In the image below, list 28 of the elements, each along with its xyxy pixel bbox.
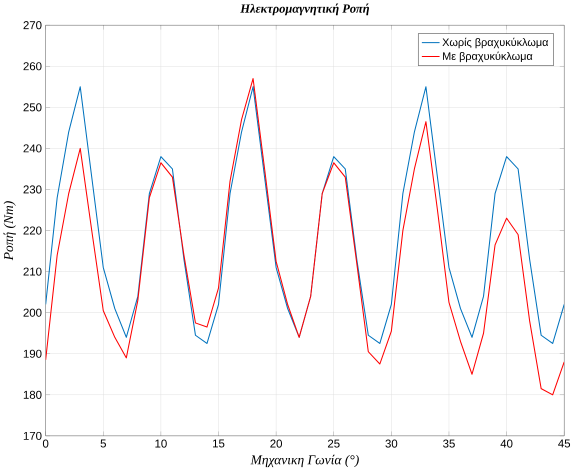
x-tick-label: 5	[100, 440, 106, 448]
y-tick-label: 250	[24, 104, 42, 112]
x-tick-label: 40	[500, 440, 512, 448]
y-tick-label: 270	[24, 21, 42, 30]
y-tick-label: 240	[24, 144, 42, 153]
chart-title: Ηλεκτρομαγνητική Ροπή	[240, 4, 369, 16]
x-tick-label: 45	[558, 440, 570, 448]
x-tick-label: 10	[155, 440, 167, 448]
x-axis-title: Μηχανικη Γωνία (°)	[250, 454, 359, 468]
x-tick-label: 15	[213, 440, 224, 448]
legend-label: Με βραχυκύκλωμα	[443, 52, 532, 62]
y-tick-label: 230	[24, 186, 42, 194]
x-tick-label: 0	[42, 440, 48, 448]
y-tick-label: 260	[24, 62, 42, 71]
x-tick-label: 20	[270, 440, 282, 448]
y-axis-title: Ροπή (Nm)	[3, 201, 16, 261]
y-tick-label: 190	[24, 350, 42, 358]
x-tick-label: 25	[328, 440, 340, 448]
y-tick-label: 220	[24, 226, 42, 235]
legend-label: Χωρίς βραχυκύκλωμα	[442, 38, 548, 48]
y-tick-label: 200	[24, 308, 42, 317]
x-tick-label: 30	[385, 440, 398, 448]
line-series	[46, 86, 564, 344]
y-tick-label: 180	[24, 390, 42, 400]
y-tick-label: 170	[24, 432, 42, 440]
x-tick-label: 35	[443, 440, 455, 448]
y-tick-label: 210	[24, 268, 42, 276]
line-series	[46, 78, 564, 396]
